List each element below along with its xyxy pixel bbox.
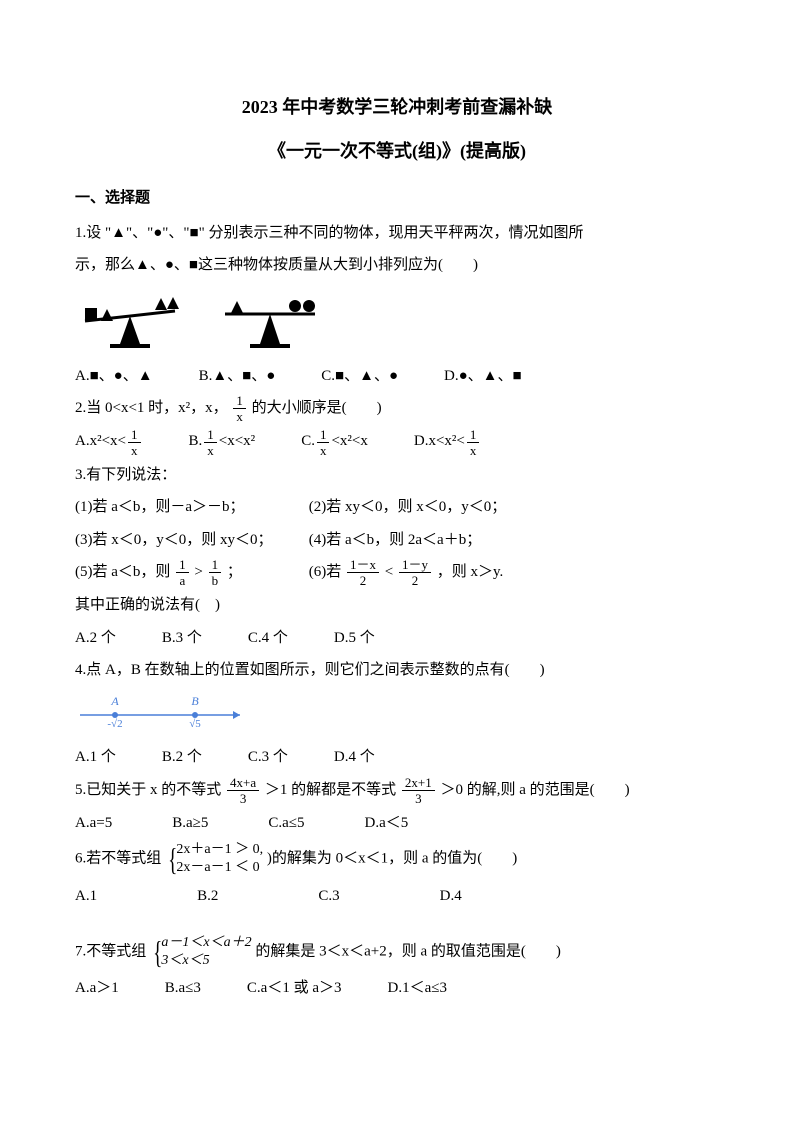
q1-opt-a: A.■、●、▲ <box>75 362 153 391</box>
q2-options: A.x²<x<1x B.1x<x<x² C.1x<x²<x D.x<x²<1x <box>75 427 719 456</box>
q3-opt-d: D.5 个 <box>334 624 375 653</box>
q1-options: A.■、●、▲ B.▲、■、● C.■、▲、● D.●、▲、■ <box>75 362 719 391</box>
q7-opt-d: D.1＜a≤3 <box>387 974 446 1003</box>
numberline-icon: A B -√2 √5 <box>75 693 255 729</box>
q6-options: A.1 B.2 C.3 D.4 <box>75 882 719 911</box>
q6-opt-d: D.4 <box>440 882 462 911</box>
scale-right-icon <box>215 286 325 356</box>
nl-label-b: B <box>191 694 199 708</box>
q7-stem: 7.不等式组 { a－1＜x＜a＋2 3＜x＜5 的解集是 3＜x＜a+2，则 … <box>75 934 719 970</box>
q7-opt-c: C.a＜1 或 a＞3 <box>247 974 342 1003</box>
q2-frac-icon: 1x <box>233 394 246 423</box>
q3-head: 3.有下列说法： <box>75 461 719 490</box>
q5-opt-a: A.a=5 <box>75 809 112 838</box>
q2-opt-b: B.1x<x<x² <box>189 427 256 456</box>
title-main: 2023 年中考数学三轮冲刺考前查漏补缺 <box>75 90 719 124</box>
q5-options: A.a=5 B.a≥5 C.a≤5 D.a＜5 <box>75 809 719 838</box>
q3-opt-c: C.4 个 <box>248 624 288 653</box>
q5-opt-d: D.a＜5 <box>365 809 409 838</box>
q2-stem: 2.当 0<x<1 时，x²，x， 1x 的大小顺序是( ) <box>75 394 719 423</box>
q1-line2: 示，那么▲、●、■这三种物体按质量从大到小排列应为( ) <box>75 251 719 280</box>
q1-opt-b: B.▲、■、● <box>199 362 276 391</box>
q6-stem: 6.若不等式组 { 2x＋a－1 ＞ 0, 2x－a－1 ＜ 0 )的解集为 0… <box>75 841 719 877</box>
q3-row1: (1)若 a＜b，则－a＞－b； (2)若 xy＜0，则 x＜0，y＜0； <box>75 493 719 522</box>
q4-opt-a: A.1 个 <box>75 743 116 772</box>
q1-line1: 1.设 "▲"、"●"、"■" 分别表示三种不同的物体，现用天平秤两次，情况如图… <box>75 219 719 248</box>
nl-val-a: -√2 <box>107 718 122 729</box>
q2-opt-c: C.1x<x²<x <box>301 427 368 456</box>
q6-opt-b: B.2 <box>197 882 218 911</box>
q3-row3: (5)若 a＜b，则 1a > 1b ； (6)若 1－x2 < 1－y2 ，则… <box>75 558 719 587</box>
q4-options: A.1 个 B.2 个 C.3 个 D.4 个 <box>75 743 719 772</box>
q2-text-b: 的大小顺序是( ) <box>252 400 382 416</box>
section-heading: 一、选择题 <box>75 184 719 213</box>
q4-opt-c: C.3 个 <box>248 743 288 772</box>
title-sub: 《一元一次不等式(组)》(提高版) <box>75 134 719 168</box>
q1-opt-c: C.■、▲、● <box>321 362 398 391</box>
q4-opt-b: B.2 个 <box>162 743 202 772</box>
q5-stem: 5.已知关于 x 的不等式 4x+a3 ＞1 的解都是不等式 2x+13 ＞0 … <box>75 776 719 805</box>
scale-left-icon <box>75 286 185 356</box>
q6-opt-c: C.3 <box>318 882 339 911</box>
q5-opt-c: C.a≤5 <box>268 809 304 838</box>
nl-label-a: A <box>110 694 119 708</box>
q7-opt-b: B.a≤3 <box>165 974 201 1003</box>
q5-opt-b: B.a≥5 <box>172 809 208 838</box>
q1-opt-d: D.●、▲、■ <box>444 362 522 391</box>
q6-opt-a: A.1 <box>75 882 97 911</box>
q2-text-a: 2.当 0<x<1 时，x²，x， <box>75 400 228 416</box>
q4-opt-d: D.4 个 <box>334 743 375 772</box>
q4-stem: 4.点 A，B 在数轴上的位置如图所示，则它们之间表示整数的点有( ) <box>75 656 719 685</box>
q2-opt-a: A.x²<x<1x <box>75 427 143 456</box>
q2-opt-d: D.x<x²<1x <box>414 427 482 456</box>
q7-opt-a: A.a＞1 <box>75 974 119 1003</box>
scale-diagrams <box>75 286 719 356</box>
q7-options: A.a＞1 B.a≤3 C.a＜1 或 a＞3 D.1＜a≤3 <box>75 974 719 1003</box>
q3-tail: 其中正确的说法有( ) <box>75 591 719 620</box>
q3-options: A.2 个 B.3 个 C.4 个 D.5 个 <box>75 624 719 653</box>
q3-opt-a: A.2 个 <box>75 624 116 653</box>
q3-row2: (3)若 x＜0，y＜0，则 xy＜0； (4)若 a＜b，则 2a＜a＋b； <box>75 526 719 555</box>
q3-opt-b: B.3 个 <box>162 624 202 653</box>
nl-val-b: √5 <box>189 718 201 729</box>
